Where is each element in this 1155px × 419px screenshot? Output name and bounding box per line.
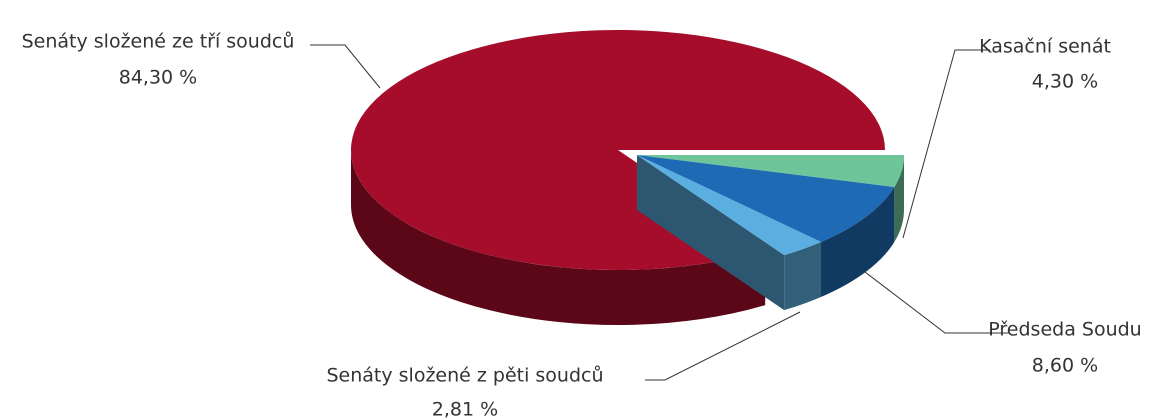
leader-line <box>902 49 990 239</box>
leader-line <box>645 311 801 381</box>
slice <box>637 155 895 242</box>
leader-line <box>864 271 1010 334</box>
value-label: 8,60 % <box>1032 355 1098 377</box>
value-label: 2,81 % <box>432 399 498 419</box>
slice-label: Senáty složené z pěti soudců <box>326 365 603 387</box>
leader-line <box>310 44 381 89</box>
slice-side <box>821 187 895 297</box>
slice-edge <box>637 155 785 311</box>
slice-label: Kasační senát <box>979 36 1111 58</box>
slice <box>637 155 822 256</box>
slice <box>637 155 904 188</box>
value-label: 4,30 % <box>1032 71 1098 93</box>
slice-side <box>784 241 822 311</box>
slice-label: Senáty složené ze tří soudců <box>22 31 295 53</box>
slice-label: Předseda Soudu <box>988 319 1141 341</box>
slice-side <box>894 155 904 243</box>
slice <box>350 30 885 271</box>
slice-side <box>351 150 766 325</box>
value-label: 84,30 % <box>119 67 198 89</box>
